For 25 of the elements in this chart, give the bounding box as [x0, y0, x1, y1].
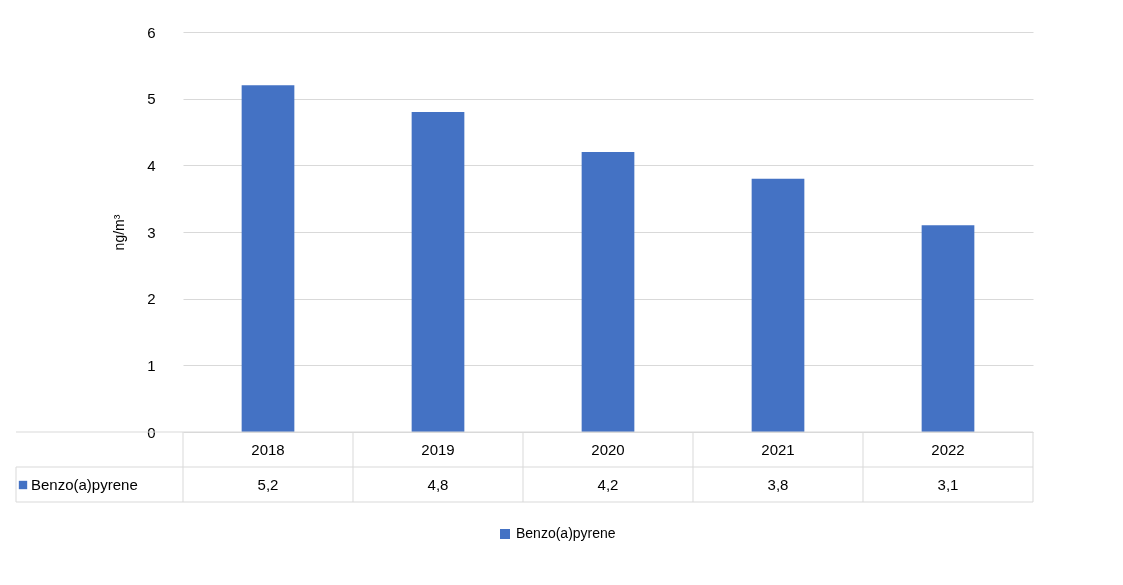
text: Benzo(a)pyrene	[31, 476, 138, 493]
y-tick-label: 3	[147, 223, 156, 241]
y-tick-label: 0	[147, 423, 156, 441]
y-tick-label: 4	[147, 156, 156, 174]
x-tick-label: 2018	[251, 440, 285, 458]
data-label: 5,2	[257, 476, 279, 493]
x-tick-label: 2019	[421, 440, 455, 458]
y-axis-title: ng/m³	[111, 214, 128, 251]
data-label: 4,8	[427, 476, 449, 493]
y-tick-label: 1	[147, 356, 156, 374]
y-tick-label: 5	[147, 90, 156, 108]
bar	[751, 178, 805, 432]
data-label: 3,1	[937, 476, 959, 493]
x-tick-label: 2022	[931, 440, 965, 458]
y-tick-label: 2	[147, 290, 156, 308]
bar	[411, 112, 465, 432]
bar	[241, 85, 295, 432]
y-tick-label: 6	[147, 23, 156, 41]
x-tick-label: 2021	[761, 440, 795, 458]
data-label: 4,2	[597, 476, 619, 493]
bar	[581, 152, 635, 432]
x-tick-label: 2020	[591, 440, 625, 458]
bar	[921, 225, 975, 432]
legend-label: Benzo(a)pyrene	[516, 525, 616, 541]
data-label: 3,8	[767, 476, 789, 493]
